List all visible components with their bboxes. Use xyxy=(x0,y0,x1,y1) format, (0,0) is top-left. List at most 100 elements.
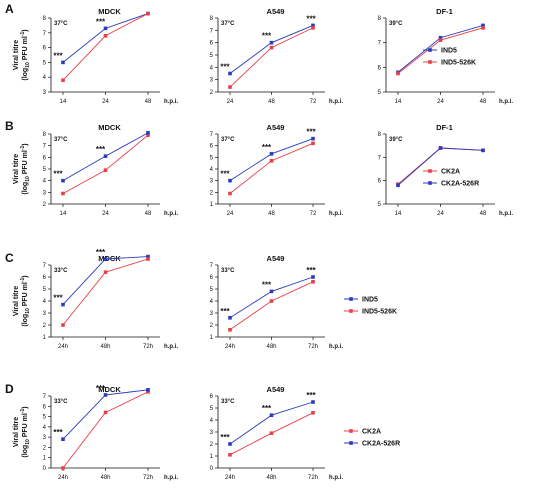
y-tick-label: 7 xyxy=(43,263,47,269)
y-tick-label: 3 xyxy=(210,78,214,84)
data-point-ind5-526k xyxy=(61,323,65,327)
significance-marker: *** xyxy=(262,280,272,289)
significance-marker: *** xyxy=(220,63,230,72)
y-tick-label: 3 xyxy=(210,179,214,185)
y-tick-label: 0 xyxy=(43,466,47,472)
data-point-ind5-526k xyxy=(311,280,315,284)
significance-marker: *** xyxy=(96,248,106,257)
y-tick-label: 7 xyxy=(43,144,47,150)
y-tick-label: 2 xyxy=(43,323,47,329)
legend-swatch-marker xyxy=(428,48,432,52)
x-unit-label: h.p.i. xyxy=(329,99,343,105)
data-point-ck2a xyxy=(146,390,150,394)
legend-swatch-marker xyxy=(349,429,353,433)
data-point-ck2a-526r xyxy=(146,388,150,392)
chart-df-1-row-1: DF-1 39°C 5 6 7 8 14 24 48 h.p.i. xyxy=(378,123,514,217)
y-tick-label: 2 xyxy=(210,90,214,96)
data-point-ind5-526k xyxy=(103,270,108,274)
legend-swatch-marker xyxy=(428,60,432,64)
legend-swatch-marker xyxy=(428,181,432,185)
chart-a549-row-1: A549 37°C 1 2 3 4 5 6 7 24 48 72 h.p.i. *** *** *** xyxy=(210,123,344,217)
temperature-label: 33°C xyxy=(221,268,235,274)
data-point-ind5-526k xyxy=(311,26,315,30)
legend-label: CK2A xyxy=(362,429,381,436)
x-tick-label: 24 xyxy=(227,99,234,105)
y-tick-label: 5 xyxy=(210,287,214,293)
y-tick-label: 7 xyxy=(210,263,214,269)
y-axis-label-part: PFU ml xyxy=(22,282,29,308)
x-tick-label: 48 xyxy=(268,99,275,105)
y-axis-label-part: (log xyxy=(22,314,29,327)
y-tick-label: 1 xyxy=(43,335,47,341)
y-axis-label-row-3: Viral titre(log10 PFU ml-1) xyxy=(13,406,31,457)
y-tick-label: 7 xyxy=(43,394,47,400)
y-tick-label: 5 xyxy=(43,60,47,66)
chart-mdck-row-1: MDCK 37°C 2 3 4 5 6 7 8 14 24 48 h.p.i. *** *** xyxy=(43,123,179,217)
y-tick-label: 7 xyxy=(210,132,214,138)
y-tick-label: 2 xyxy=(43,445,47,451)
significance-marker: *** xyxy=(53,170,63,179)
y-tick-label: 1 xyxy=(43,456,47,462)
y-tick-label: 4 xyxy=(43,75,47,81)
y-tick-label: 3 xyxy=(43,435,47,441)
y-tick-label: 1 xyxy=(210,202,214,208)
significance-marker: *** xyxy=(220,170,230,179)
data-point-ck2a xyxy=(269,431,274,435)
x-tick-label: 24 xyxy=(437,99,444,105)
data-point-ck2a-526r xyxy=(269,413,274,417)
series-line-ind5 xyxy=(62,13,149,63)
y-axis-label-part: 10 xyxy=(25,176,31,182)
data-point-ind5 xyxy=(103,257,108,261)
y-tick-label: 4 xyxy=(210,167,214,173)
y-axis-label-line2: (log10 PFU ml-1) xyxy=(20,406,31,457)
x-tick-label: 72h xyxy=(308,344,318,350)
x-tick-label: 24h xyxy=(58,344,68,350)
legend-label: CK2A-526R xyxy=(362,441,400,448)
y-tick-label: 5 xyxy=(210,406,214,412)
data-point-ck2a-526r xyxy=(228,178,232,183)
y-tick-label: 3 xyxy=(43,90,47,96)
temperature-label: 37°C xyxy=(54,21,68,27)
y-tick-label: 6 xyxy=(210,275,214,281)
data-point-ck2a-526r xyxy=(228,442,232,446)
y-tick-label: 8 xyxy=(378,132,382,138)
y-tick-label: 1 xyxy=(210,454,214,460)
panel-label-d: D xyxy=(5,382,14,396)
x-tick-label: 48 xyxy=(480,99,487,105)
x-tick-label: 24 xyxy=(227,211,234,217)
chart-mdck-row-0: MDCK 37°C 3 4 5 6 7 8 14 24 48 h.p.i. *** *** xyxy=(43,7,179,105)
y-axis-label-row-0: Viral titre(log10 PFU ml-1) xyxy=(13,29,31,80)
data-point-ind5-526k xyxy=(146,11,150,16)
chart-a549-row-2: A549 33°C 1 2 3 4 5 6 7 24h 48h 72h h.p.i. *** *** *** xyxy=(210,254,344,350)
data-point-ck2a xyxy=(103,410,108,415)
x-tick-label: 48h xyxy=(266,344,276,350)
legend-row-2: IND5 IND5-526K xyxy=(344,297,397,316)
data-point-ck2a xyxy=(146,133,150,137)
y-axis-label-line2: (log10 PFU ml-1) xyxy=(20,143,31,194)
chart-a549-row-0: A549 37°C 2 3 4 5 6 7 8 24 48 72 h.p.i. *** *** *** xyxy=(210,7,344,105)
x-tick-label: 72h xyxy=(308,475,318,481)
y-axis-label-part: (log xyxy=(22,182,29,195)
chart-title: DF-1 xyxy=(436,7,453,16)
data-point-ck2a-526r xyxy=(396,183,400,188)
data-point-ind5-526k xyxy=(269,299,274,303)
y-tick-label: 8 xyxy=(43,132,47,138)
data-point-ck2a-526r xyxy=(438,146,443,150)
legend-swatch-marker xyxy=(349,441,353,445)
y-tick-label: 2 xyxy=(210,190,214,196)
x-unit-label: h.p.i. xyxy=(329,344,343,350)
y-tick-label: 4 xyxy=(43,179,47,185)
y-tick-label: 6 xyxy=(210,144,214,150)
y-tick-label: 6 xyxy=(378,179,382,185)
y-tick-label: 4 xyxy=(43,299,47,305)
y-tick-label: 6 xyxy=(210,394,214,400)
y-tick-label: 3 xyxy=(210,311,214,317)
y-tick-label: 5 xyxy=(43,287,47,293)
y-axis-label-line1: Viral titre xyxy=(13,40,20,70)
data-point-ck2a-526r xyxy=(103,154,108,158)
legend-swatch-marker xyxy=(349,309,353,313)
y-axis-label-part: -1 xyxy=(20,278,26,283)
x-tick-label: 48 xyxy=(145,211,152,217)
y-tick-label: 6 xyxy=(43,275,47,281)
